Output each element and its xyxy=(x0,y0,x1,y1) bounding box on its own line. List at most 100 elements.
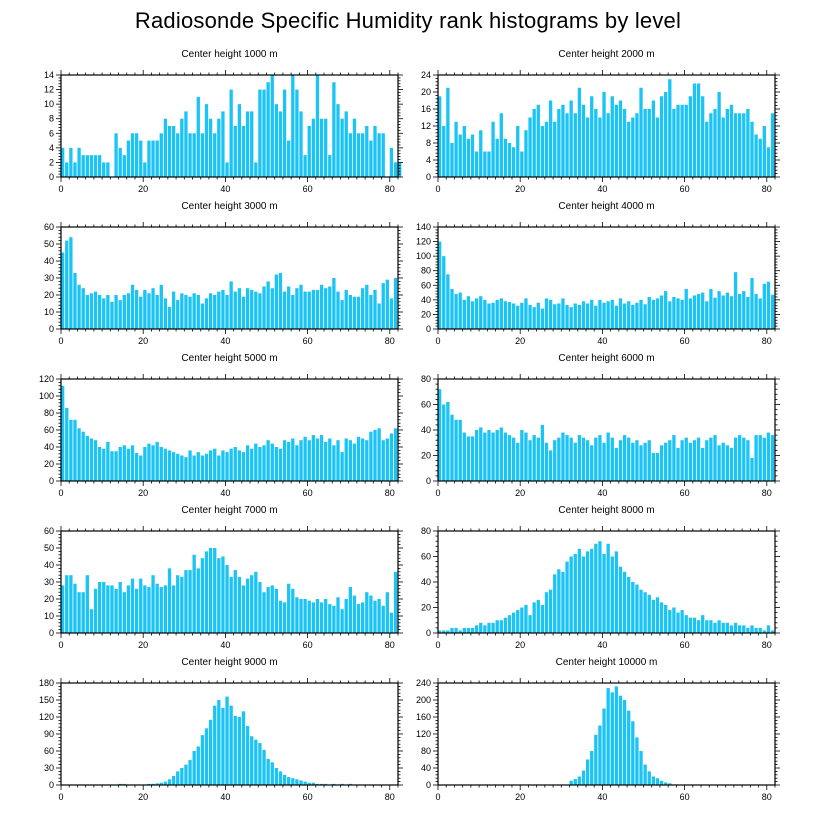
histogram-bar xyxy=(705,301,709,329)
histogram-bar xyxy=(184,457,188,481)
histogram-bar xyxy=(770,294,775,329)
histogram-bar xyxy=(274,588,279,633)
histogram-bar xyxy=(524,432,528,481)
histogram-bar xyxy=(491,432,495,481)
histogram-bar xyxy=(548,450,553,481)
y-tick-label: 50 xyxy=(44,239,54,249)
histogram-bar xyxy=(122,295,126,329)
histogram-bar xyxy=(250,111,254,177)
histogram-bar xyxy=(250,575,254,633)
histogram-bar xyxy=(536,104,540,177)
histogram-bar xyxy=(93,155,98,177)
histogram-bar xyxy=(499,620,503,633)
histogram-bar xyxy=(180,455,184,481)
histogram-bar xyxy=(618,298,623,329)
histogram-bar xyxy=(622,303,627,329)
histogram-bar xyxy=(196,295,200,329)
histogram-bar xyxy=(373,600,377,633)
histogram-bar xyxy=(237,288,242,329)
histogram-bar xyxy=(73,272,77,329)
histogram-bar xyxy=(319,602,324,633)
histogram-bar xyxy=(139,140,143,177)
histogram-bar xyxy=(573,442,577,481)
histogram-bar xyxy=(147,293,151,329)
histogram-bar xyxy=(479,622,483,633)
histogram-bar xyxy=(233,447,237,481)
panel-title: Center height 4000 m xyxy=(558,201,654,212)
histogram-bar xyxy=(651,299,656,329)
histogram-bar xyxy=(499,113,503,177)
y-tick-label: 50 xyxy=(44,543,54,553)
histogram-bar xyxy=(758,627,762,633)
panel-title: Center height 1000 m xyxy=(181,49,277,60)
histogram-bar xyxy=(291,438,295,481)
histogram-bar xyxy=(696,620,701,633)
histogram-bar xyxy=(618,440,623,481)
y-tick-label: 0 xyxy=(49,476,54,486)
histogram-bar xyxy=(241,452,246,481)
histogram-bar xyxy=(163,448,168,481)
histogram-bar xyxy=(348,295,352,329)
histogram-bar xyxy=(192,293,196,329)
histogram-bar xyxy=(672,296,676,329)
x-tick-label: 40 xyxy=(597,640,607,650)
histogram-bar xyxy=(77,147,81,177)
histogram-bar xyxy=(618,566,623,633)
histogram-bar xyxy=(491,302,495,329)
histogram-bar xyxy=(126,140,131,177)
histogram-bar xyxy=(332,278,336,329)
histogram-bar xyxy=(89,609,94,633)
histogram-bar xyxy=(495,299,499,329)
histogram-bar xyxy=(479,130,483,177)
histogram-bar xyxy=(200,133,205,177)
histogram-bar xyxy=(369,140,373,177)
y-tick-label: 240 xyxy=(416,678,431,688)
histogram-bar xyxy=(171,775,176,785)
y-tick-label: 40 xyxy=(44,442,54,452)
x-tick-label: 0 xyxy=(58,640,63,650)
histogram-bar xyxy=(548,589,553,633)
histogram-bar xyxy=(598,435,602,481)
histogram-bar xyxy=(766,147,771,177)
histogram-bar xyxy=(627,301,631,329)
histogram-bar xyxy=(208,719,213,785)
y-tick-label: 20 xyxy=(44,290,54,300)
histogram-bar xyxy=(631,304,635,329)
histogram-bar xyxy=(631,721,635,785)
histogram-bar xyxy=(524,298,528,329)
histogram-bar xyxy=(118,147,122,177)
histogram-bar xyxy=(573,553,577,633)
histogram-bar xyxy=(171,291,176,329)
histogram-bar xyxy=(606,113,610,177)
histogram-bar xyxy=(705,121,709,177)
histogram-bar xyxy=(143,447,147,481)
histogram-bar xyxy=(89,293,94,329)
histogram-bar xyxy=(454,627,458,633)
histogram-bar xyxy=(159,284,163,329)
histogram-bar xyxy=(319,118,324,177)
histogram-bar xyxy=(114,588,118,633)
histogram-bar xyxy=(606,432,610,481)
histogram-bar xyxy=(377,428,381,481)
histogram-bar xyxy=(598,117,602,177)
histogram-bar xyxy=(516,126,520,177)
histogram-bar xyxy=(553,304,557,329)
histogram-bar xyxy=(106,585,110,633)
histogram-bar xyxy=(684,104,688,177)
histogram-bar xyxy=(381,133,385,177)
histogram-bar xyxy=(446,401,450,481)
histogram-bar xyxy=(540,424,545,481)
histogram-bar xyxy=(742,291,746,329)
histogram-bar xyxy=(598,299,602,329)
x-tick-label: 20 xyxy=(138,336,148,346)
histogram-bar xyxy=(618,695,623,785)
histogram-bar xyxy=(171,126,176,177)
histogram-bar xyxy=(557,303,561,329)
x-tick-label: 40 xyxy=(597,488,607,498)
x-tick-label: 40 xyxy=(220,488,230,498)
histogram-bar xyxy=(610,96,614,177)
histogram-bar xyxy=(635,302,639,329)
histogram-bar xyxy=(684,615,688,633)
y-tick-label: 40 xyxy=(421,763,431,773)
histogram-bar xyxy=(581,437,586,481)
